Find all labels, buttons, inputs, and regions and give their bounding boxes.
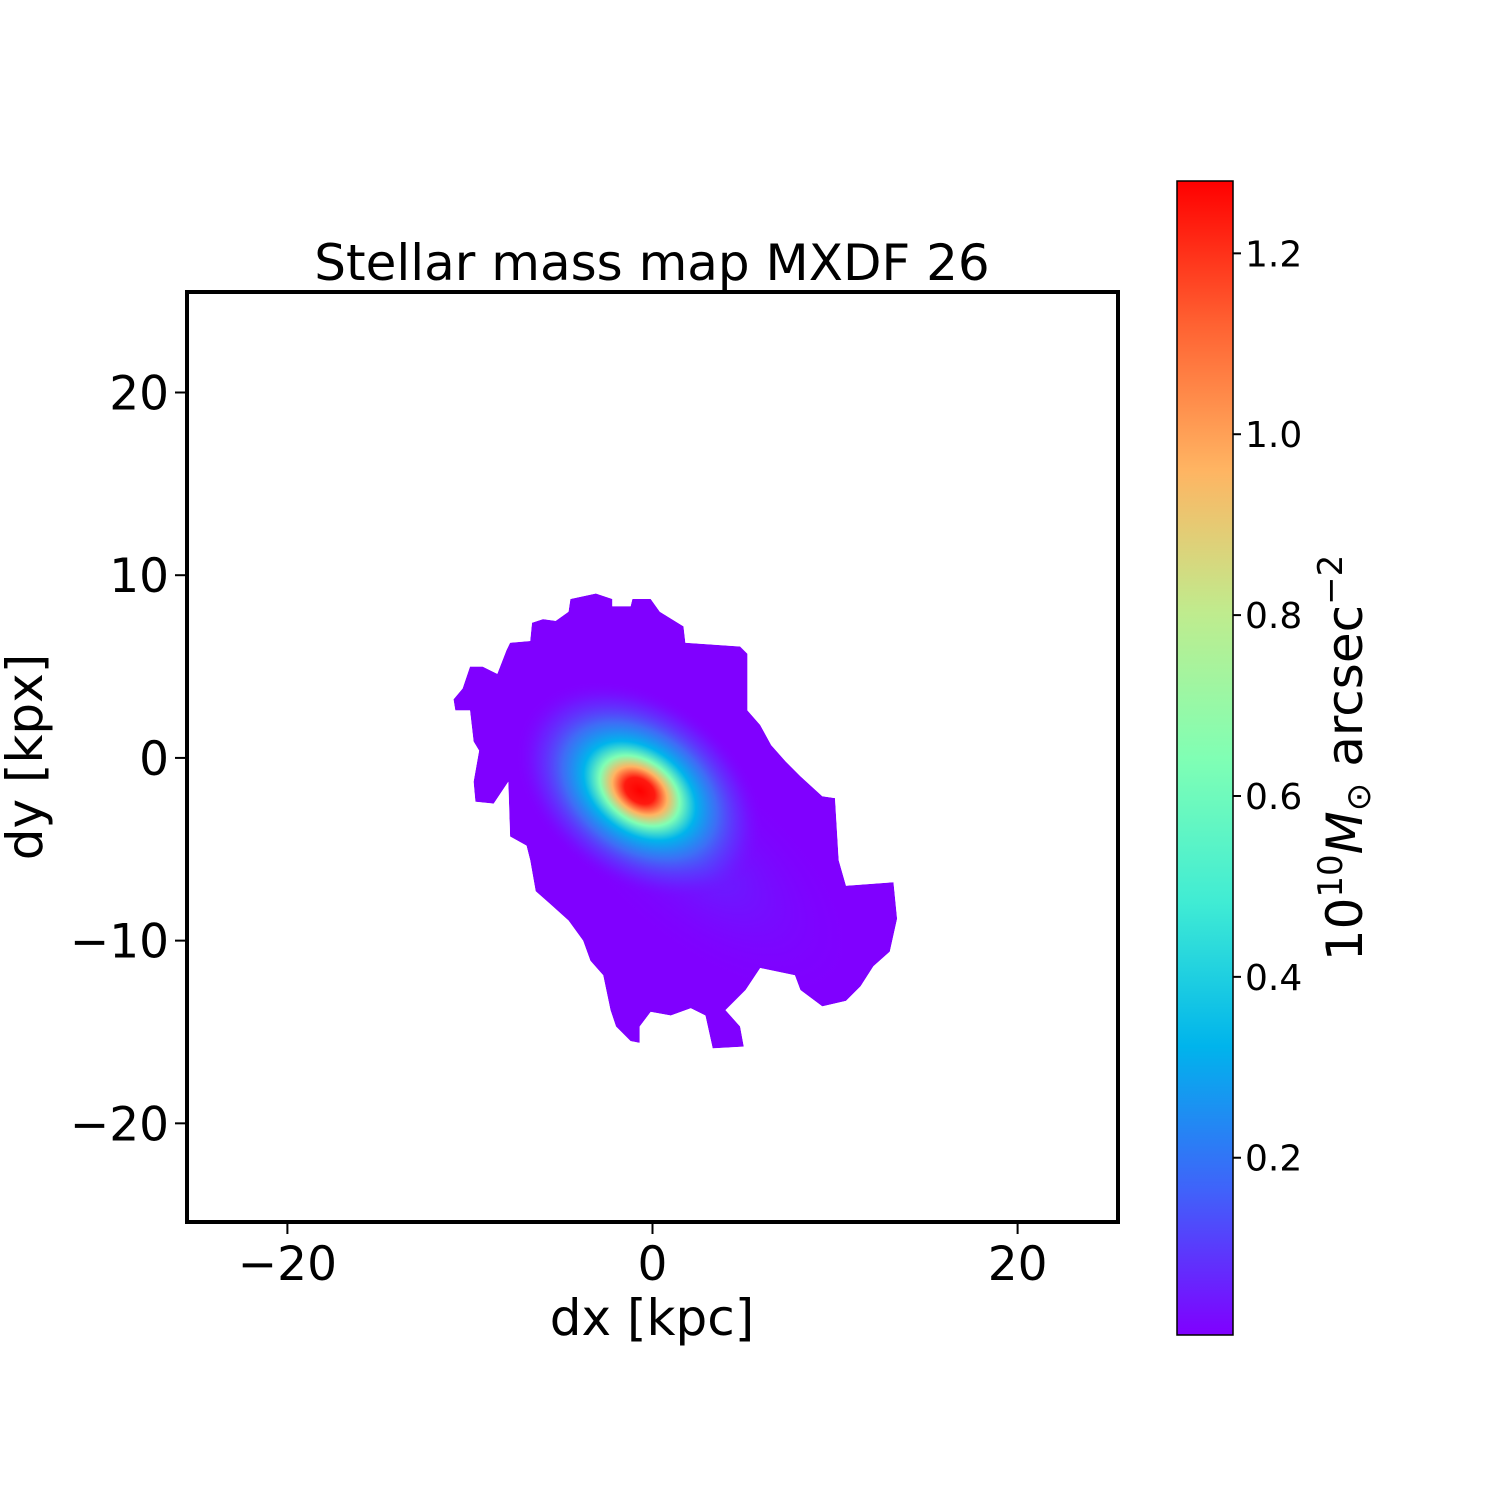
colorbar-tick-label: 0.8	[1245, 596, 1302, 637]
x-axis-label: dx [kpc]	[550, 1289, 754, 1347]
y-tick-label: −10	[70, 915, 169, 970]
x-tick-label: 0	[638, 1237, 668, 1292]
colorbar-tick-label: 0.4	[1245, 958, 1302, 999]
colorbar: 0.2 0.4 0.6 0.8 1.0 1.2 1010M⊙ arcsec−2	[1176, 180, 1379, 1336]
y-tick-label: 0	[139, 732, 169, 787]
x-tick-label: −20	[238, 1237, 337, 1292]
colorbar-gradient	[1176, 180, 1234, 1336]
colorbar-tick-label: 0.2	[1245, 1139, 1302, 1180]
chart-title: Stellar mass map MXDF 26	[314, 234, 989, 292]
plot-area	[185, 290, 1120, 1224]
x-axis: −20 0 20	[238, 1222, 1048, 1292]
x-tick-label: 20	[988, 1237, 1048, 1292]
colorbar-tick-label: 1.2	[1245, 234, 1302, 275]
colorbar-tick-label: 0.6	[1245, 777, 1302, 818]
y-axis: −20 −10 0 10 20	[70, 366, 187, 1152]
galaxy-core	[515, 680, 765, 902]
colorbar-tick-label: 1.0	[1245, 415, 1302, 456]
y-axis-label: dy [kpx]	[0, 654, 54, 861]
colorbar-label: 1010M⊙ arcsec−2	[1311, 555, 1379, 961]
y-tick-label: 20	[109, 366, 169, 421]
y-tick-label: 10	[109, 549, 169, 604]
y-tick-label: −20	[70, 1097, 169, 1152]
